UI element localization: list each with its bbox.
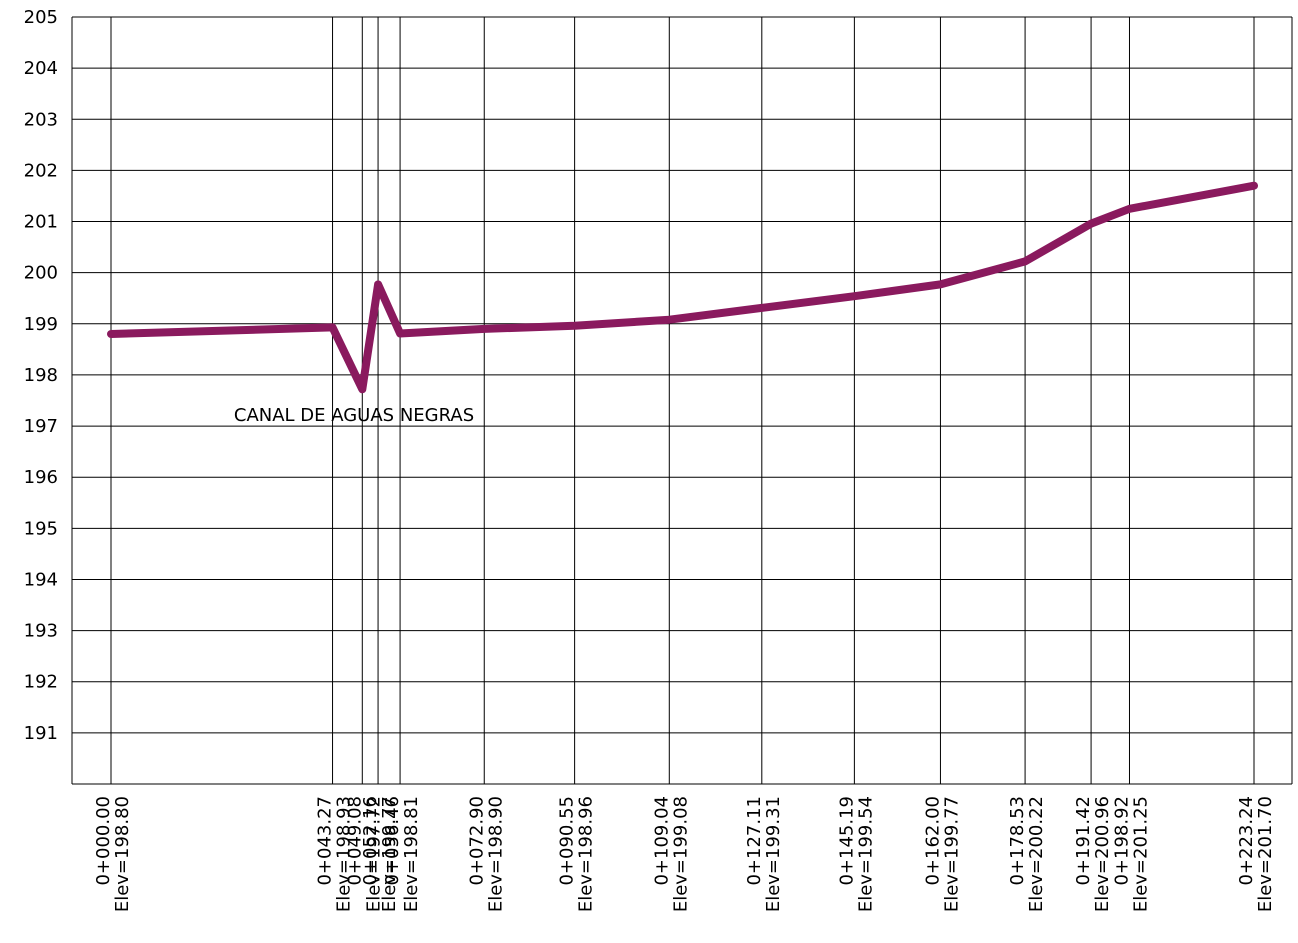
profile-point-13 xyxy=(1125,205,1133,213)
profile-point-4 xyxy=(396,330,404,338)
profile-point-5 xyxy=(480,325,488,333)
profile-point-0 xyxy=(107,330,115,338)
y-tick-label-199: 199 xyxy=(24,314,58,335)
station-label-12: 0+191.42 xyxy=(1073,796,1094,886)
station-label-14: 0+223.24 xyxy=(1236,796,1257,886)
elevation-label-11: Elev=200.22 xyxy=(1026,796,1047,912)
elevation-label-8: Elev=199.31 xyxy=(763,796,784,912)
elevation-label-1: Elev=198.93 xyxy=(334,796,355,912)
profile-point-8 xyxy=(758,304,766,312)
station-label-6: 0+090.55 xyxy=(557,796,578,886)
profile-point-7 xyxy=(665,316,673,324)
y-tick-label-198: 198 xyxy=(24,365,58,386)
profile-point-3 xyxy=(374,280,382,288)
station-label-9: 0+145.19 xyxy=(836,796,857,886)
elevation-label-9: Elev=199.54 xyxy=(855,796,876,912)
profile-point-2 xyxy=(358,385,366,393)
profile-point-10 xyxy=(936,280,944,288)
profile-point-6 xyxy=(571,322,579,330)
elevation-label-14: Elev=201.70 xyxy=(1255,796,1276,912)
y-tick-label-197: 197 xyxy=(24,416,58,437)
elevation-profile-line xyxy=(107,181,1258,394)
station-label-8: 0+127.11 xyxy=(744,796,765,886)
y-tick-label-204: 204 xyxy=(24,58,58,79)
elevation-label-7: Elev=199.08 xyxy=(670,796,691,912)
station-label-4: 0+056.46 xyxy=(382,796,403,886)
profile-point-1 xyxy=(329,323,337,331)
plot-frame xyxy=(71,17,1293,785)
station-label-7: 0+109.04 xyxy=(651,796,672,886)
vertical-gridlines xyxy=(110,17,1255,784)
station-label-2: 0+049.08 xyxy=(344,796,365,886)
y-tick-label-193: 193 xyxy=(24,621,58,642)
annotations: CANAL DE AGUAS NEGRAS xyxy=(234,405,474,426)
elevation-label-6: Elev=198.96 xyxy=(576,796,597,912)
elevation-label-13: Elev=201.25 xyxy=(1130,796,1151,912)
profile-point-11 xyxy=(1021,257,1029,265)
y-tick-label-201: 201 xyxy=(24,212,58,233)
y-tick-label-195: 195 xyxy=(24,518,58,539)
elevation-label-0: Elev=198.80 xyxy=(112,796,133,912)
station-label-10: 0+162.00 xyxy=(922,796,943,886)
elevation-label-10: Elev=199.77 xyxy=(941,796,962,912)
station-label-13: 0+198.92 xyxy=(1111,796,1132,886)
y-tick-label-202: 202 xyxy=(24,160,58,181)
elevation-label-2: Elev=197.72 xyxy=(363,796,384,912)
elevation-label-3: Elev=199.77 xyxy=(379,796,400,912)
y-axis-tick-labels: 191 192 193 194 195 196 197 198 199 200 201 202 203 2… xyxy=(24,7,58,744)
elevation-label-5: Elev=198.90 xyxy=(485,796,506,912)
station-label-0: 0+000.00 xyxy=(93,796,114,886)
station-label-3: 0+052.16 xyxy=(360,796,381,886)
station-label-1: 0+043.27 xyxy=(315,796,336,886)
annotation-0: CANAL DE AGUAS NEGRAS xyxy=(234,405,474,426)
y-tick-label-191: 191 xyxy=(24,723,58,744)
profile-point-9 xyxy=(850,292,858,300)
y-tick-label-205: 205 xyxy=(24,7,58,28)
y-tick-label-203: 203 xyxy=(24,109,58,130)
y-tick-label-196: 196 xyxy=(24,467,58,488)
elevation-label-12: Elev=200.96 xyxy=(1092,796,1113,912)
y-tick-label-200: 200 xyxy=(24,263,58,284)
profile-point-14 xyxy=(1250,182,1258,190)
y-tick-label-192: 192 xyxy=(24,672,58,693)
elevation-label-4: Elev=198.81 xyxy=(401,796,422,912)
profile-point-12 xyxy=(1087,220,1095,228)
elevation-profile-series xyxy=(107,181,1258,394)
station-label-5: 0+072.90 xyxy=(466,796,487,886)
station-label-11: 0+178.53 xyxy=(1007,796,1028,886)
horizontal-gridlines xyxy=(72,16,1292,734)
y-tick-label-194: 194 xyxy=(24,569,58,590)
